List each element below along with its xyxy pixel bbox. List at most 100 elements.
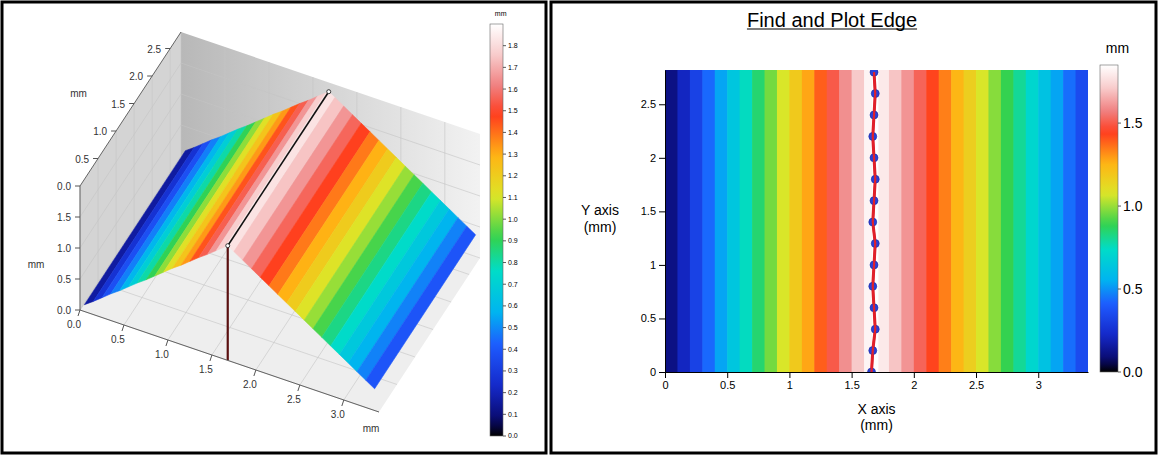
y-tick-label: 1.5	[641, 205, 656, 217]
x-tick: 3	[1036, 372, 1042, 391]
x-tick-label: 1	[787, 379, 793, 391]
ridge-pin	[227, 246, 229, 361]
y-tick	[111, 131, 116, 132]
grid	[80, 32, 480, 412]
axes-3d: 0.00.51.01.52.02.53.00.00.51.01.50.00.51…	[28, 32, 380, 434]
z-tick-label: 1.5	[57, 212, 71, 223]
x-axis-title-line: X axis	[857, 401, 895, 417]
colorbar-tick-label: 0.8	[508, 259, 518, 266]
colorbar-tick	[1118, 206, 1121, 207]
x-tick-mark	[976, 372, 977, 378]
y-tick-mark	[659, 104, 665, 105]
heatmap-cell	[901, 70, 914, 372]
figure: 0.00.51.01.52.02.53.00.00.51.01.50.00.51…	[0, 0, 1159, 456]
y-tick-label: 0.5	[641, 312, 656, 324]
heatmap-cell	[951, 70, 964, 372]
heatmap-cell	[702, 70, 715, 372]
z-tick	[75, 279, 80, 280]
x-tick-mark	[1038, 372, 1039, 378]
heatmap-cell	[988, 70, 1001, 372]
x-tick-mark	[665, 372, 666, 378]
heatmap-cell	[976, 70, 989, 372]
colorbar-tick	[503, 45, 506, 46]
y-tick-mark	[659, 318, 665, 319]
heatmap-cell	[752, 70, 765, 372]
x-tick: 2.5	[969, 372, 984, 391]
heatmap-cell	[889, 70, 902, 372]
z-axis-title: mm	[28, 259, 45, 270]
colorbar-tick-label: 1.6	[508, 86, 518, 93]
panel-frame	[551, 2, 1156, 453]
colorbar-tick-label: 1.8	[508, 42, 518, 49]
heatmap-cell	[1063, 70, 1076, 372]
y-tick-mark	[659, 158, 665, 159]
y-tick	[75, 186, 80, 187]
colorbar-tick-label: 1.3	[508, 151, 518, 158]
colorbar-tick	[503, 175, 506, 176]
colorbar-tick-label: 0.0	[1123, 364, 1143, 380]
heatmap-cell	[1026, 70, 1039, 372]
x-tick-mark	[727, 372, 728, 378]
x-axis-title: X axis(mm)	[857, 401, 895, 433]
colorbar-tick	[503, 305, 506, 306]
y-axis-title: mm	[70, 88, 87, 99]
y-tick: 2.5	[641, 98, 665, 110]
colorbar-tick	[503, 197, 506, 198]
y-tick: 1	[650, 259, 665, 271]
z-tick-label: 1.0	[57, 243, 71, 254]
x-tick-label: 3	[1036, 379, 1042, 391]
colorbar-tick-label: 0.2	[508, 389, 518, 396]
y-tick-label: 0.0	[57, 181, 71, 192]
colorbar-tick	[503, 89, 506, 90]
colorbar-tick	[503, 154, 506, 155]
colorbar-title: mm	[495, 10, 507, 17]
heatmap-cell	[1051, 70, 1064, 372]
colorbar-tick	[503, 240, 506, 241]
surface-strip	[357, 218, 467, 381]
colorbar-tick	[503, 327, 506, 328]
colorbar-tick-label: 0.9	[508, 237, 518, 244]
box	[80, 32, 480, 412]
colorbar-tick-label: 0.7	[508, 281, 518, 288]
heatmap-cell	[665, 70, 678, 372]
y-tick-mark	[659, 211, 665, 212]
colorbar-tick	[503, 414, 506, 415]
y-axis-title-line: Y axis	[581, 202, 619, 218]
colorbar-tick-label: 1.5	[1123, 115, 1143, 131]
colorbar-tick-label: 0.0	[508, 432, 518, 439]
y-tick-label: 1	[650, 259, 656, 271]
surface-strip	[366, 226, 476, 389]
heatmap-cell	[789, 70, 802, 372]
title: Find and Plot Edge	[747, 9, 917, 31]
colorbar-tick	[503, 67, 506, 68]
y-tick	[165, 48, 170, 49]
x-tick	[342, 400, 344, 406]
x-tick	[298, 385, 300, 391]
y-tick-label: 1.5	[111, 99, 125, 110]
x-tick-label: 1.0	[155, 349, 169, 360]
colorbar-tick-label: 1.7	[508, 64, 518, 71]
colorbar-tick	[503, 349, 506, 350]
colorbar-tick-label: 0.6	[508, 302, 518, 309]
x-tick-label: 1.5	[199, 364, 213, 375]
heatmap-cell	[964, 70, 977, 372]
heatmap-cell	[715, 70, 728, 372]
colorbar-tick	[503, 436, 506, 437]
x-tick: 2	[911, 372, 917, 391]
y-tick-label: 2.0	[129, 71, 143, 82]
colorbar-tick	[503, 262, 506, 263]
y-tick-label: 0.5	[75, 154, 89, 165]
y-tick-label: 0	[650, 366, 656, 378]
heatmap-cell	[926, 70, 939, 372]
x-tick-label: 0.5	[720, 379, 735, 391]
y-tick: 2	[650, 152, 665, 164]
y-tick-label: 2	[650, 152, 656, 164]
colorbar-tick-label: 0.5	[508, 324, 518, 331]
heatmap-cell	[1038, 70, 1051, 372]
x-tick: 0	[662, 372, 668, 391]
colorbar-tick	[503, 370, 506, 371]
y-tick-mark	[659, 265, 665, 266]
ridge-end	[226, 244, 230, 248]
heatmap-cell	[1013, 70, 1026, 372]
colorbar-tick-label: 1.0	[508, 216, 518, 223]
